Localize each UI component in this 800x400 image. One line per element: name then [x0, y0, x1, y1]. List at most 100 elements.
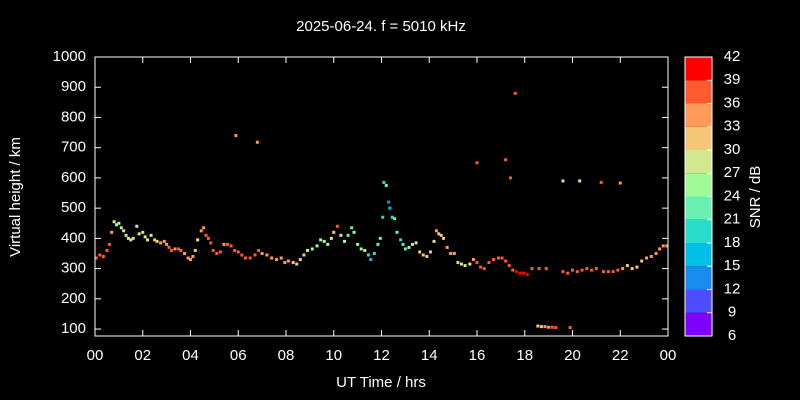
point [414, 241, 418, 245]
point [640, 259, 644, 263]
point [482, 267, 486, 271]
colorbar-tick-label: 33 [724, 118, 741, 135]
point [218, 250, 222, 254]
point [240, 253, 244, 257]
colorbar-tick-label: 15 [724, 257, 741, 274]
point [381, 215, 385, 219]
point [554, 326, 558, 330]
point [388, 206, 392, 210]
point [191, 255, 195, 259]
x-tick-label: 06 [230, 347, 247, 364]
point [500, 256, 504, 260]
colorbar-band [685, 173, 712, 197]
point [359, 247, 363, 251]
point [305, 248, 309, 252]
point [94, 256, 98, 260]
point [335, 224, 339, 228]
point [452, 251, 456, 255]
point [196, 238, 200, 242]
point [504, 259, 508, 263]
point [329, 236, 333, 240]
point [522, 271, 526, 275]
point [496, 256, 500, 260]
point [621, 267, 625, 271]
plot-frame [94, 56, 669, 337]
point [475, 261, 479, 265]
point [421, 253, 425, 257]
point [544, 267, 548, 271]
x-tick-label: 04 [182, 347, 199, 364]
point [110, 230, 114, 234]
point [229, 244, 233, 248]
point [439, 233, 443, 237]
y-tick-label: 400 [61, 229, 86, 246]
colorbar-band [685, 219, 712, 243]
point [302, 253, 306, 257]
colorbar-band [685, 312, 712, 336]
point [183, 251, 187, 255]
point [376, 242, 380, 246]
colorbar-tick-label: 9 [728, 304, 736, 321]
y-tick-label: 900 [61, 78, 86, 95]
point [611, 270, 615, 274]
point [561, 179, 565, 183]
point [202, 226, 206, 230]
point [209, 241, 213, 245]
point [310, 247, 314, 251]
point [243, 256, 247, 260]
point [568, 326, 572, 330]
colorbar-tick-label: 27 [724, 164, 741, 181]
point [561, 270, 565, 274]
y-tick-label: 1000 [53, 48, 86, 65]
point [411, 242, 415, 246]
point [434, 229, 438, 233]
point [403, 247, 407, 251]
colorbar-band [685, 57, 712, 81]
point [580, 268, 584, 272]
point [369, 258, 373, 262]
x-tick-label: 00 [660, 347, 677, 364]
point [114, 223, 118, 227]
point [105, 248, 109, 252]
point [222, 242, 226, 246]
y-tick-label: 500 [61, 199, 86, 216]
point [122, 229, 126, 233]
point [449, 251, 453, 255]
point [618, 181, 622, 185]
point [146, 238, 150, 242]
point [165, 242, 169, 246]
point [286, 259, 290, 263]
point [295, 262, 299, 266]
point [162, 239, 166, 243]
point [283, 261, 287, 265]
point [571, 268, 574, 272]
point [658, 247, 662, 251]
point [625, 264, 629, 268]
point [463, 264, 467, 268]
point [479, 265, 483, 269]
point [566, 271, 570, 275]
point [550, 325, 554, 329]
point [537, 267, 541, 271]
y-tick-label: 800 [61, 108, 86, 125]
point [575, 270, 579, 274]
x-tick-label: 08 [278, 347, 295, 364]
point [437, 232, 441, 236]
point [525, 273, 529, 277]
point [445, 245, 449, 249]
point [606, 270, 610, 274]
chart-title: 2025-06-24. f = 5010 kHz [296, 18, 466, 35]
point [352, 230, 356, 234]
point [204, 233, 208, 237]
point [135, 224, 139, 228]
point [599, 180, 603, 184]
point [372, 251, 376, 255]
point [432, 239, 436, 243]
point [487, 261, 491, 265]
point [129, 238, 133, 242]
colorbar-tick-label: 18 [724, 234, 741, 251]
x-tick-label: 14 [421, 347, 438, 364]
colorbar-band [685, 289, 712, 313]
point [543, 325, 547, 329]
